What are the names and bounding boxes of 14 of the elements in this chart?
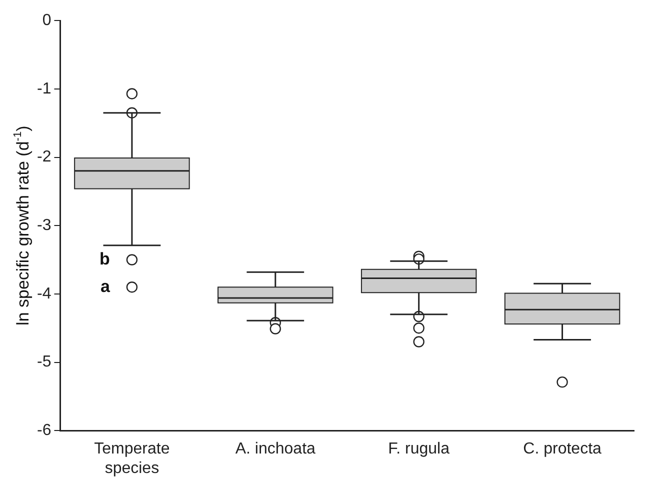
x-tick-label: F. rugula	[388, 440, 450, 458]
x-tick-label: Temperate species	[94, 440, 170, 477]
y-tick-label: 0	[42, 12, 52, 30]
y-tick-label: -5	[36, 354, 52, 371]
y-tick-label: -3	[36, 217, 52, 234]
x-tick-label: A. inchoata	[235, 440, 316, 458]
y-tick-label: -4	[36, 285, 52, 302]
y-tick-label: -2	[36, 148, 52, 166]
y-tick-label: -6	[36, 422, 52, 440]
y-axis-title: ln specific growth rate (d-1)	[12, 126, 33, 326]
annotation: a	[100, 276, 110, 296]
y-tick-label: -1	[36, 80, 52, 98]
x-tick-label: C. protecta	[523, 440, 602, 458]
annotation: b	[100, 249, 110, 268]
